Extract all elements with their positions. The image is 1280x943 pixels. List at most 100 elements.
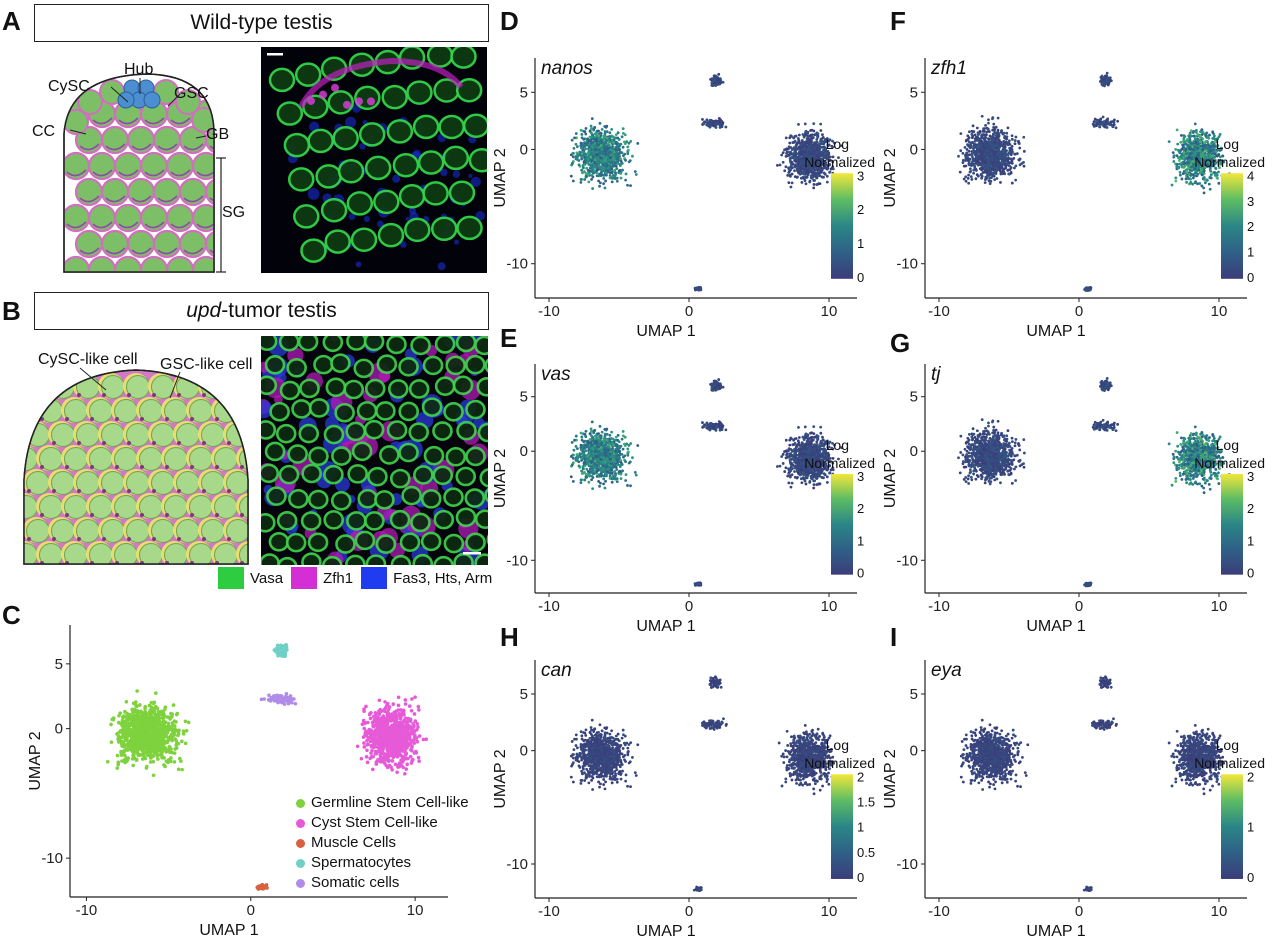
- nucleus-dot: [177, 393, 181, 397]
- umap-point: [410, 758, 414, 763]
- umap-point: [629, 484, 632, 488]
- umap-point: [277, 650, 282, 655]
- x-axis-label: UMAP 1: [636, 323, 695, 340]
- umap-point: [619, 461, 623, 464]
- umap-point: [599, 173, 602, 176]
- umap-point: [383, 743, 388, 747]
- cyst-membrane: [118, 169, 139, 177]
- y-tick-label: 0: [520, 141, 528, 158]
- nucleus-dot: [65, 417, 69, 421]
- umap-point: [180, 739, 184, 744]
- umap-point: [158, 748, 163, 753]
- umap-point: [798, 146, 802, 149]
- umap-point: [590, 151, 593, 155]
- y-tick-label: 5: [520, 84, 528, 101]
- umap-point: [413, 695, 417, 699]
- umap-point: [162, 715, 166, 720]
- umap-point: [590, 478, 593, 482]
- umap-point: [124, 700, 129, 704]
- umap-point: [783, 169, 787, 173]
- nucleus-dot: [152, 393, 156, 397]
- gsc-cell: [77, 89, 103, 115]
- umap-point: [582, 137, 586, 141]
- umap-point: [593, 158, 597, 162]
- umap-point: [590, 420, 594, 424]
- umap-point: [362, 741, 366, 745]
- umap-point: [610, 180, 614, 184]
- umap-point: [618, 151, 622, 155]
- umap-point: [808, 179, 812, 183]
- umap-point: [186, 720, 191, 725]
- umap-point: [787, 181, 791, 185]
- umap-point: [153, 704, 158, 709]
- gene-label: nanos: [541, 58, 593, 79]
- umap-point: [154, 691, 158, 695]
- umap-point: [811, 136, 815, 140]
- umap-point: [600, 128, 604, 131]
- cyst-membrane: [183, 247, 204, 255]
- umap-point: [707, 120, 710, 124]
- umap-point: [583, 453, 587, 457]
- umap-point: [163, 741, 167, 745]
- cyst-membrane: [79, 247, 100, 255]
- umap-point: [626, 148, 630, 152]
- umap-point: [792, 136, 796, 140]
- nucleus-dot: [102, 393, 106, 397]
- umap-point: [598, 453, 601, 456]
- umap-point: [404, 767, 409, 771]
- cyst-membrane: [118, 117, 139, 125]
- umap-point: [149, 756, 153, 760]
- umap-point: [776, 164, 779, 167]
- cyst-membrane: [144, 117, 165, 125]
- umap-point: [144, 714, 149, 719]
- label-hub: Hub: [124, 61, 154, 78]
- gsc-like-cell: [226, 471, 248, 495]
- label-cc: CC: [32, 123, 56, 140]
- x-tick-label: -10: [538, 303, 560, 320]
- umap-point: [147, 719, 152, 723]
- umap-point: [587, 159, 591, 163]
- umap-point: [584, 147, 588, 151]
- umap-point: [624, 178, 628, 182]
- umap-point: [617, 148, 621, 152]
- umap-point: [628, 460, 632, 464]
- umap-point: [627, 443, 631, 447]
- hub-cell: [143, 91, 161, 109]
- umap-point: [604, 479, 607, 483]
- panel-b-title-rest: -tumor testis: [221, 299, 337, 322]
- nucleus-dot: [115, 513, 119, 517]
- umap-point: [407, 736, 412, 741]
- umap-point: [148, 760, 153, 764]
- umap-point: [721, 80, 725, 84]
- umap-point: [718, 118, 722, 121]
- umap-point: [144, 733, 148, 737]
- umap-point: [594, 153, 598, 157]
- umap-point: [396, 703, 401, 708]
- nucleus-dot: [190, 417, 194, 421]
- umap-point: [580, 457, 584, 460]
- umap-point: [574, 132, 578, 135]
- umap-point: [806, 172, 810, 176]
- umap-point: [588, 473, 591, 477]
- umap-point: [362, 721, 366, 726]
- umap-point: [592, 128, 596, 132]
- umap-point: [370, 755, 374, 759]
- umap-point: [151, 773, 156, 778]
- umap-point: [716, 81, 719, 84]
- umap-point: [397, 745, 401, 750]
- panel-a-title: Wild-type testis: [34, 4, 489, 42]
- umap-point: [573, 136, 576, 140]
- cyst-membrane: [131, 143, 152, 151]
- umap-point: [142, 746, 146, 751]
- umap-point: [365, 738, 369, 743]
- umap-point: [617, 159, 620, 162]
- nucleus-dot: [127, 489, 131, 493]
- umap-point: [134, 740, 138, 744]
- umap-point: [633, 170, 637, 173]
- umap-point: [828, 170, 831, 174]
- umap-point: [592, 171, 596, 175]
- y-tick-label: 5: [55, 656, 63, 673]
- umap-point: [821, 135, 825, 139]
